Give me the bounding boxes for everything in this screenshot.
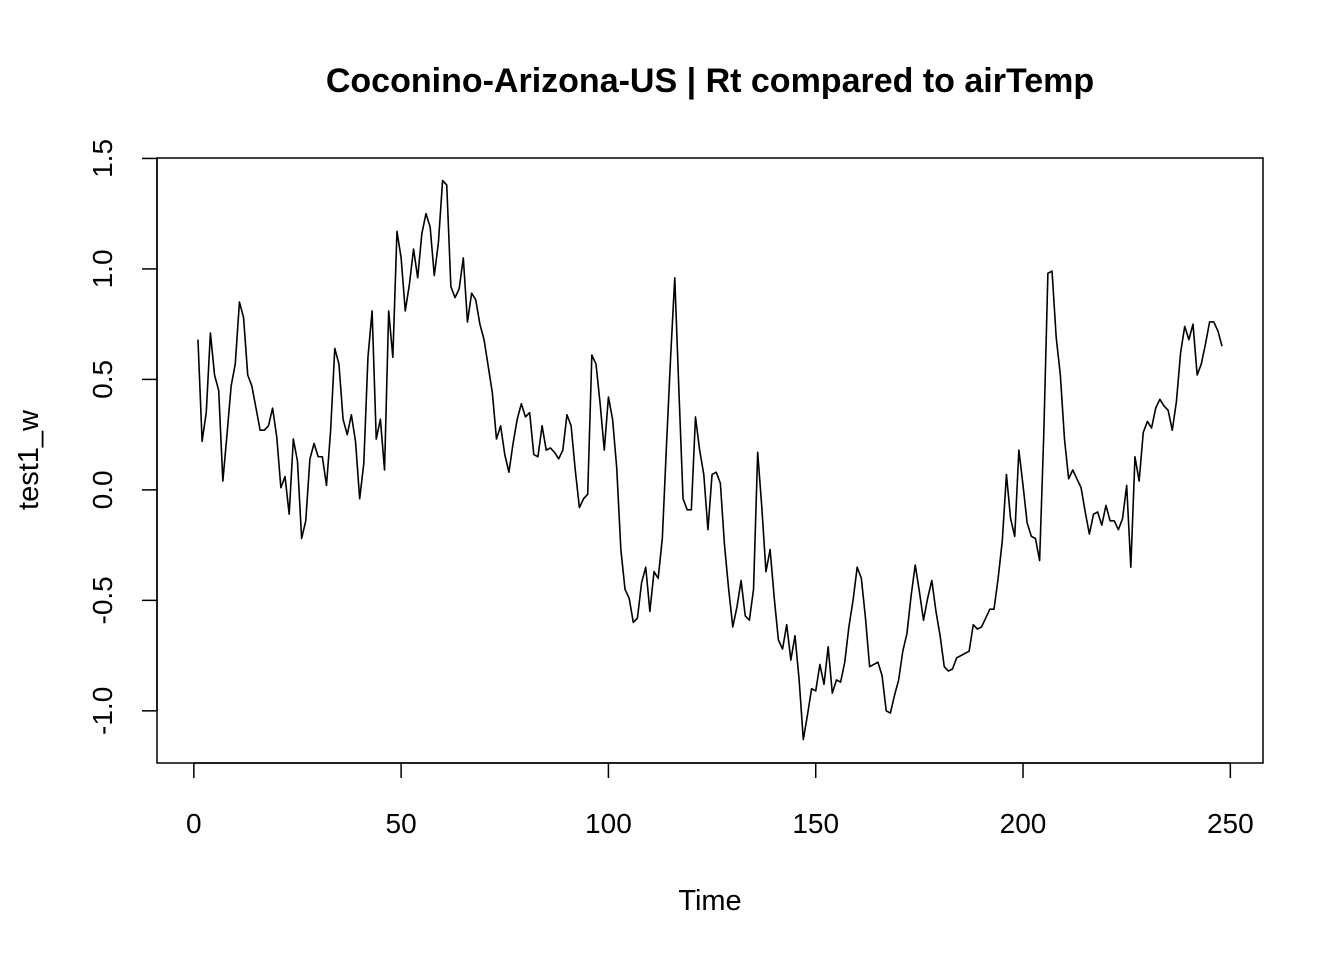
chart-title: Coconino-Arizona-US | Rt compared to air… xyxy=(326,62,1094,100)
x-tick-label: 50 xyxy=(386,808,417,839)
y-tick-label: -1.0 xyxy=(87,687,118,735)
y-axis-label: test1_w xyxy=(13,409,45,510)
x-tick-label: 100 xyxy=(585,808,632,839)
x-tick-label: 0 xyxy=(186,808,202,839)
x-tick-label: 200 xyxy=(1000,808,1047,839)
x-axis-label: Time xyxy=(678,885,741,917)
x-tick-label: 250 xyxy=(1207,808,1254,839)
y-tick-label: 0.0 xyxy=(87,470,118,509)
y-tick-label: -0.5 xyxy=(87,576,118,624)
data-line xyxy=(197,179,1223,741)
y-tick-label: 1.5 xyxy=(87,139,118,178)
y-tick-label: 0.5 xyxy=(87,360,118,399)
x-tick-label: 150 xyxy=(792,808,839,839)
y-tick-label: 1.0 xyxy=(87,249,118,288)
